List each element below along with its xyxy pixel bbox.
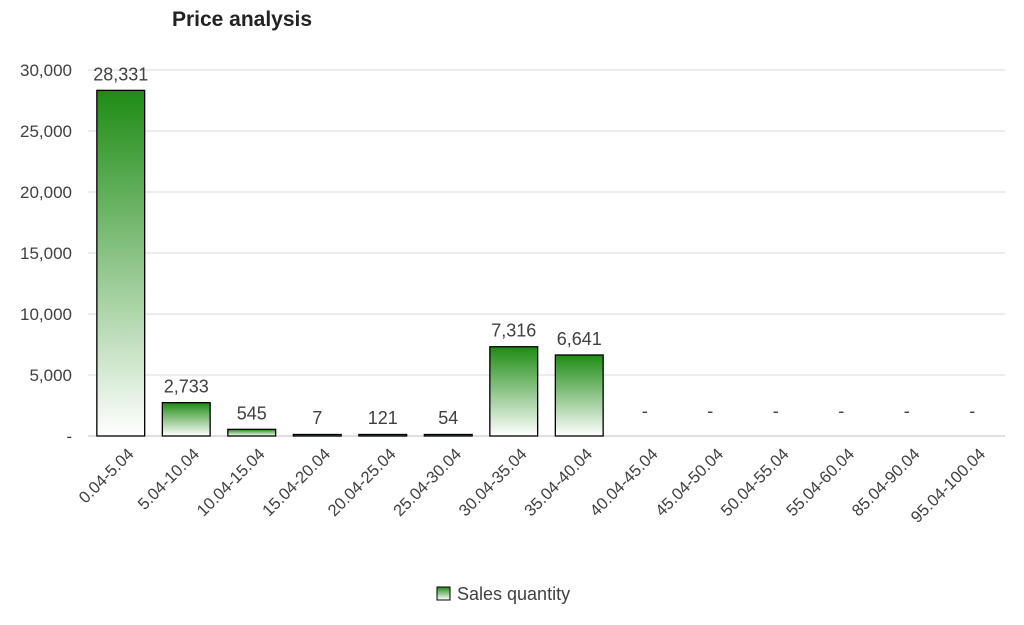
bar	[227, 428, 277, 437]
x-tick-label: 55.04-60.04	[783, 445, 858, 520]
data-label: -	[969, 401, 975, 421]
data-label: -	[904, 401, 910, 421]
data-label: 54	[438, 408, 458, 428]
bar	[161, 402, 211, 437]
y-tick-label: -	[66, 427, 72, 446]
y-tick-label: 5,000	[29, 366, 72, 385]
x-tick-label: 35.04-40.04	[521, 445, 596, 520]
data-label: 28,331	[93, 64, 148, 84]
x-tick-label: 25.04-30.04	[390, 445, 465, 520]
bar	[358, 433, 408, 437]
y-tick-label: 15,000	[20, 244, 72, 263]
y-tick-label: 10,000	[20, 305, 72, 324]
data-label: -	[838, 401, 844, 421]
bar	[489, 346, 539, 437]
data-label: 121	[368, 408, 398, 428]
bar	[423, 433, 473, 437]
x-tick-label: 5.04-10.04	[135, 445, 204, 514]
bar	[292, 433, 342, 437]
data-label: 2,733	[164, 377, 209, 397]
data-label: -	[773, 401, 779, 421]
x-tick-label: 40.04-45.04	[587, 445, 662, 520]
x-tick-label: 20.04-25.04	[325, 445, 400, 520]
x-tick-label: 0.04-5.04	[76, 445, 138, 507]
data-label: 7,316	[491, 321, 536, 341]
x-tick-label: 45.04-50.04	[652, 445, 727, 520]
x-tick-label: 50.04-55.04	[718, 445, 793, 520]
data-label: -	[707, 401, 713, 421]
y-tick-label: 30,000	[20, 61, 72, 80]
bar	[96, 89, 146, 437]
chart-title: Price analysis	[171, 8, 313, 31]
data-label: 545	[237, 403, 267, 423]
legend-label: Sales quantity	[457, 584, 570, 604]
data-label: -	[642, 401, 648, 421]
y-tick-label: 25,000	[20, 122, 72, 141]
bar	[554, 354, 604, 437]
data-label: 6,641	[557, 329, 602, 349]
legend-swatch	[436, 586, 451, 601]
x-tick-label: 15.04-20.04	[259, 445, 334, 520]
x-tick-label: 30.04-35.04	[456, 445, 531, 520]
y-tick-label: 20,000	[20, 183, 72, 202]
x-tick-label: 10.04-15.04	[194, 445, 269, 520]
data-label: 7	[312, 408, 322, 428]
